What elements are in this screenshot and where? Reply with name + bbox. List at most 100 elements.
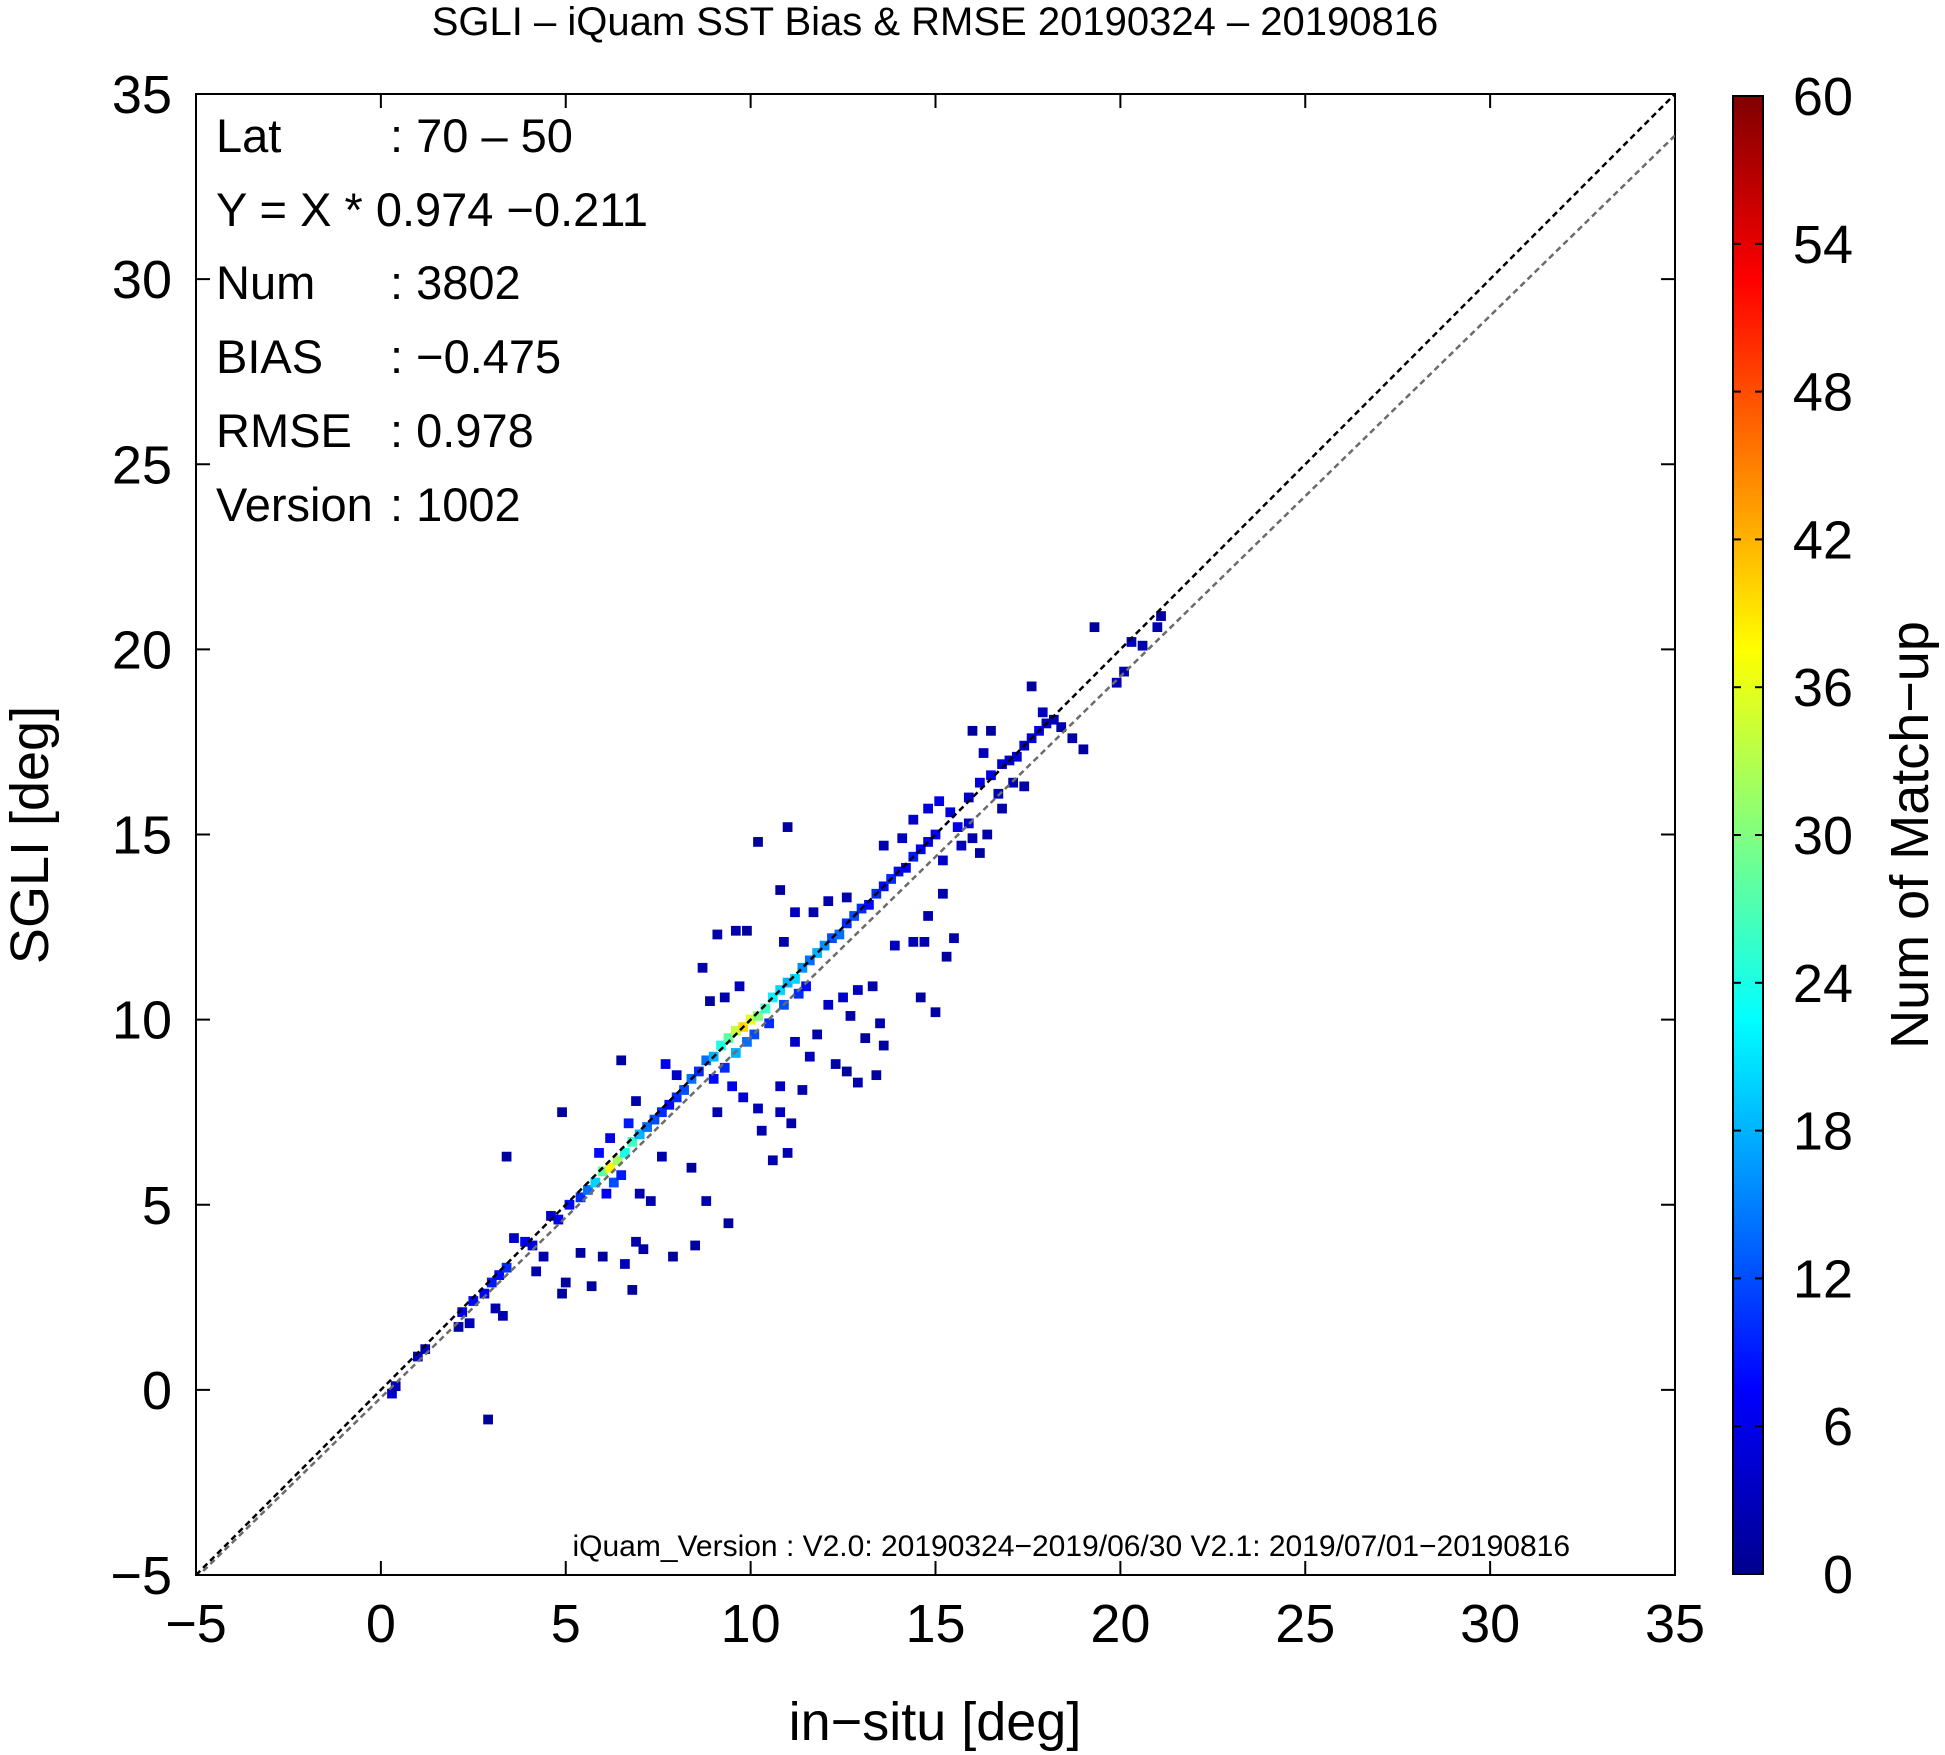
density-cell [712,929,723,940]
density-cell [845,1011,856,1021]
density-cell [1111,677,1122,688]
density-cell [612,1155,623,1166]
density-cell [575,1248,586,1258]
colorbar-tick-label: 18 [1793,1102,1853,1162]
colorbar-tick-label: 42 [1793,510,1853,570]
density-cell [527,1240,538,1251]
density-cell [1026,681,1037,692]
density-cell [453,1322,464,1332]
density-cell [608,1177,619,1188]
x-tick-label: 20 [1090,1594,1150,1654]
density-cell [486,1277,497,1288]
density-cell [982,829,993,840]
stat-rmse-value: : 0.978 [390,404,534,457]
density-cell [575,1192,586,1203]
colorbar-tick-label: 30 [1793,806,1853,866]
density-cell [875,1018,885,1029]
density-cell [616,1055,627,1066]
density-cell [978,748,989,758]
density-cell [605,1133,615,1143]
density-cell [557,1107,567,1118]
stat-rmse-label: RMSE [216,404,352,457]
stat-version-label: Version [216,478,373,531]
density-cell [974,848,985,858]
x-tick-label: 15 [905,1594,965,1654]
density-cell [889,940,900,951]
density-cell [938,888,948,899]
density-cell [1078,744,1089,755]
density-cell [520,1236,530,1247]
density-cell [1048,714,1059,725]
density-cell [716,1040,726,1051]
density-cell [645,1196,656,1206]
density-cell [941,951,952,962]
density-cell [1152,622,1163,633]
density-cell [638,1244,649,1255]
density-cell [546,1210,556,1221]
density-cell [908,814,919,825]
density-cell [712,1107,723,1118]
iquam-version-footnote: iQuam_Version : V2.0: 20190324−2019/06/3… [573,1530,1571,1563]
density-cell [779,936,789,947]
density-cell [963,792,974,803]
density-cell [930,1007,941,1018]
colorbar-tick-label: 36 [1793,658,1853,718]
density-cell [786,1118,797,1129]
density-cell [871,1070,882,1081]
density-cell [1067,733,1078,744]
density-cell [730,925,741,936]
identity-line [196,94,1675,1575]
density-cell [671,1092,682,1103]
stat-num-label: Num [216,256,315,309]
density-cell [1011,751,1022,762]
density-cell [753,837,763,847]
density-cell [823,999,834,1010]
density-cell [1089,622,1100,633]
statistics-panel: Lat : 70 – 50 Y = X * 0.974 −0.211 Num :… [216,109,648,531]
density-cell [986,770,996,781]
y-tick-label: 30 [112,250,172,310]
y-tick-label: 10 [112,991,172,1051]
stat-num-value: : 3802 [390,256,521,309]
density-cell [657,1151,667,1162]
y-tick-label: 5 [142,1176,172,1236]
density-cell [923,837,933,847]
density-cell [501,1262,512,1273]
density-cell [390,1381,401,1392]
density-cell [775,1107,786,1118]
density-cell [719,992,730,1003]
density-cell [538,1251,549,1262]
density-cell [616,1170,627,1181]
density-cell [564,1199,575,1210]
density-cell [723,1033,734,1044]
density-cell [949,933,959,944]
density-cell [723,1218,734,1229]
regression-line [197,134,1675,1575]
density-cell [686,1162,697,1173]
density-cell [560,1277,571,1288]
density-cell [967,725,978,736]
density-cell [1037,707,1048,718]
density-cell [649,1114,660,1125]
density-cell [627,1285,638,1295]
x-tick-label: 10 [721,1594,781,1654]
density-cell [634,1129,645,1140]
y-tick-label: 25 [112,435,172,495]
density-cell [767,1155,778,1166]
density-cell [690,1240,701,1251]
density-cell [597,1166,608,1177]
density-cell [1056,722,1067,733]
density-cell [697,962,708,973]
density-cell [756,1125,767,1136]
density-cell [838,992,848,1003]
density-cell [634,1188,645,1199]
density-cell [457,1307,468,1318]
density-cell [412,1351,423,1362]
y-axis-title: SGLI [deg] [0,706,60,964]
density-cell [923,911,933,921]
density-cell [790,974,800,984]
density-cell [819,940,830,951]
y-tick-label: 35 [112,65,172,125]
density-cell [483,1414,493,1425]
colorbar-tick-label: 12 [1793,1249,1853,1309]
